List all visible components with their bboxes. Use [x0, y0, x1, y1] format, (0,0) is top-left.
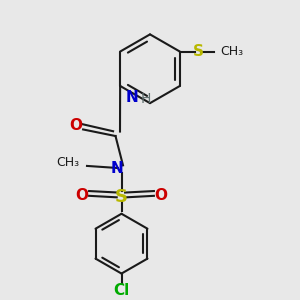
Text: CH₃: CH₃: [56, 156, 80, 170]
Text: S: S: [192, 44, 203, 59]
Text: O: O: [69, 118, 82, 133]
Text: Cl: Cl: [113, 283, 130, 298]
Text: S: S: [115, 188, 128, 206]
Text: N: N: [111, 161, 123, 176]
Text: O: O: [75, 188, 88, 203]
Text: H: H: [140, 92, 151, 106]
Text: CH₃: CH₃: [220, 45, 244, 58]
Text: O: O: [154, 188, 168, 203]
Text: N: N: [126, 90, 139, 105]
